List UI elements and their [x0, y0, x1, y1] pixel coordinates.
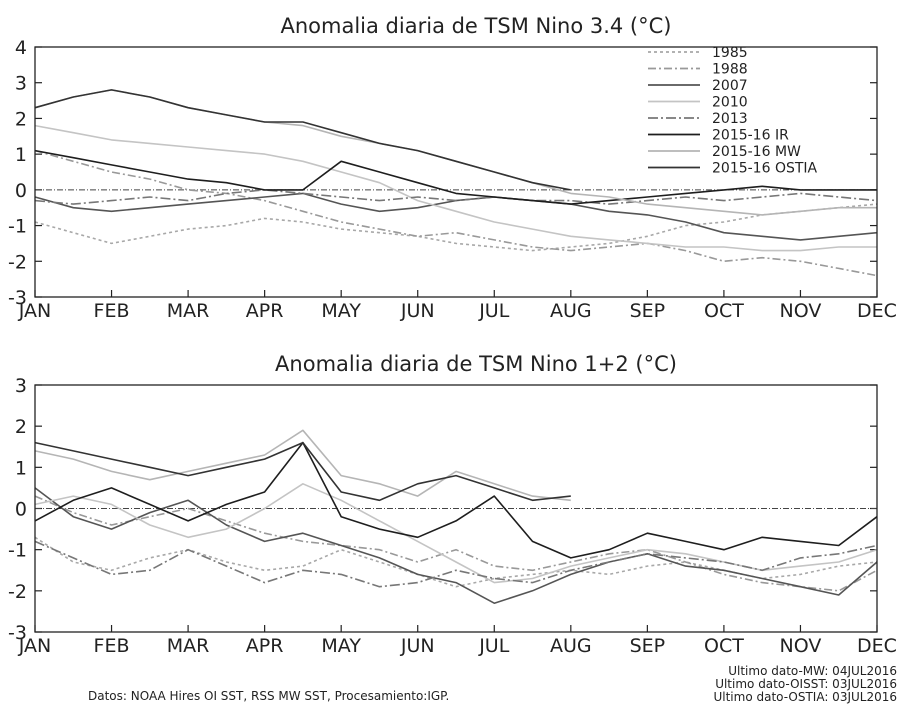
x-tick-label: AUG — [550, 635, 592, 657]
x-tick-label: JUN — [400, 300, 435, 322]
x-tick-label: APR — [246, 300, 284, 322]
x-tick-label: DEC — [857, 300, 897, 322]
x-tick-label: OCT — [704, 635, 744, 657]
y-tick-label: -1 — [8, 216, 27, 238]
x-tick-label: JAN — [18, 300, 51, 322]
y-tick-label: 1 — [15, 457, 27, 479]
data-source-note: Datos: NOAA Hires OI SST, RSS MW SST, Pr… — [88, 689, 449, 703]
y-tick-label: 0 — [15, 499, 27, 521]
plot-frame — [34, 46, 878, 298]
x-tick-label: JUL — [478, 635, 510, 657]
y-tick-label: -2 — [8, 581, 27, 603]
legend-label: 2015-16 MW — [712, 144, 801, 160]
chart-title: Anomalia diaria de TSM Nino 3.4 (°C) — [281, 14, 672, 38]
x-tick-label: JAN — [18, 635, 51, 657]
x-tick-label: MAY — [321, 635, 361, 657]
x-tick-label: OCT — [704, 300, 744, 322]
y-tick-label: 1 — [15, 144, 27, 166]
nino34-chart: Anomalia diaria de TSM Nino 3.4 (°C) 4 3 2 1… — [8, 14, 897, 322]
x-tick-label: DEC — [857, 635, 897, 657]
y-tick-label: -3 — [8, 622, 27, 644]
legend-label: 1988 — [712, 62, 748, 78]
nino12-chart: Anomalia diaria de TSM Nino 1+2 (°C) 3 2 1 0… — [8, 352, 897, 657]
series-line-2007 — [34, 487, 878, 604]
x-tick-label: MAY — [321, 300, 361, 322]
series-line-1985 — [34, 203, 878, 252]
series-line-2015-16-ir — [34, 441, 878, 559]
series-line-2015-16-ostia — [34, 89, 571, 191]
legend-label: 1985 — [712, 45, 748, 61]
y-tick-label: -2 — [8, 251, 27, 273]
legend-label: 2013 — [712, 111, 748, 127]
legend-label: 2015-16 IR — [712, 128, 789, 144]
x-tick-label: NOV — [780, 300, 822, 322]
y-tick-label: -1 — [8, 540, 27, 562]
x-tick-label: JUN — [400, 635, 435, 657]
y-tick-label: 2 — [15, 108, 27, 130]
legend-label: 2010 — [712, 95, 748, 111]
x-tick-label: FEB — [94, 635, 130, 657]
last-data-mw: Ultimo dato-MW: 04JUL2016 — [728, 664, 897, 678]
legend-label: 2015-16 OSTIA — [712, 161, 818, 177]
series-line-2010 — [34, 124, 877, 252]
series-line-2015-16-ir — [34, 149, 877, 205]
x-tick-label: NOV — [780, 635, 822, 657]
x-tick-label: FEB — [94, 300, 130, 322]
last-data-oisst: Ultimo dato-OISST: 03JUL2016 — [715, 677, 897, 691]
chart-title: Anomalia diaria de TSM Nino 1+2 (°C) — [275, 352, 677, 376]
plot-frame — [34, 384, 878, 633]
y-tick-label: 3 — [15, 73, 27, 95]
x-tick-label: AUG — [550, 300, 592, 322]
y-tick-label: 3 — [15, 375, 27, 397]
series-line-1988 — [34, 495, 878, 592]
last-data-ostia: Ultimo dato-OSTIA: 03JUL2016 — [713, 690, 897, 704]
y-tick-label: 0 — [15, 180, 27, 202]
x-tick-label: MAR — [167, 300, 210, 322]
legend-label: 2007 — [712, 78, 748, 94]
series-line-2010 — [34, 483, 878, 584]
series-line-2013 — [34, 540, 878, 588]
y-tick-label: 4 — [15, 37, 27, 59]
x-tick-label: SEP — [630, 635, 666, 657]
x-tick-label: SEP — [630, 300, 666, 322]
series-line-2013 — [34, 189, 878, 205]
x-tick-label: APR — [246, 635, 284, 657]
series-line-1988 — [34, 149, 878, 277]
series-line-2015-16-mw — [34, 429, 571, 502]
x-tick-label: JUL — [478, 300, 510, 322]
y-tick-label: 2 — [15, 416, 27, 438]
series-line-2015-16-ostia — [34, 441, 571, 502]
y-tick-label: -3 — [8, 287, 27, 309]
x-tick-label: MAR — [167, 635, 210, 657]
